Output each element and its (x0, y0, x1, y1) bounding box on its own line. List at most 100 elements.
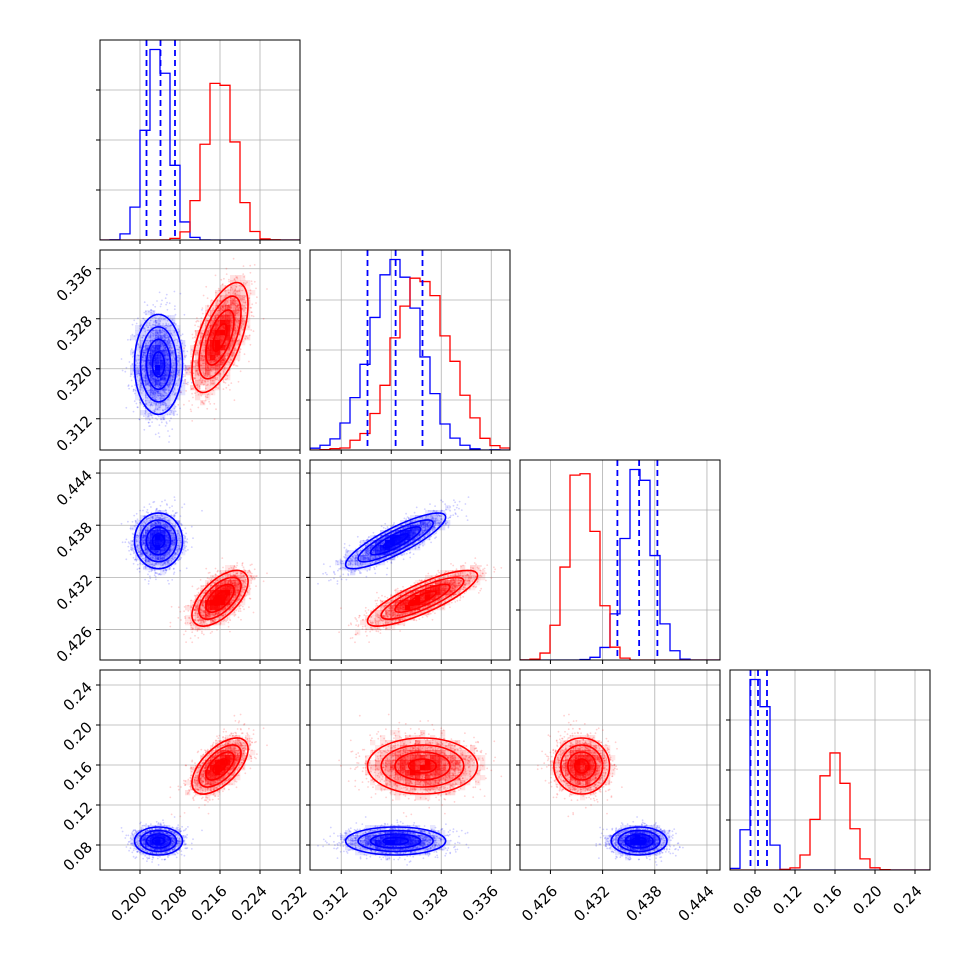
scatter-point (157, 573, 159, 575)
scatter-point (130, 554, 132, 556)
density-cell (245, 335, 250, 340)
scatter-point (169, 435, 171, 437)
scatter-point (159, 292, 161, 294)
scatter-point (250, 344, 252, 346)
scatter-point (133, 553, 135, 555)
scatter-point (184, 379, 186, 381)
scatter-point (122, 541, 124, 543)
scatter-point (148, 425, 150, 427)
y-tick-label: 0.312 (53, 412, 96, 455)
scatter-point (202, 313, 204, 315)
scatter-point (137, 317, 139, 319)
y-tick-label: 0.336 (53, 262, 96, 305)
scatter-point (129, 361, 131, 363)
scatter-point (144, 301, 146, 303)
density-cell (135, 360, 140, 365)
scatter-point (255, 302, 257, 304)
scatter-point (266, 288, 268, 290)
density-cell (155, 315, 160, 320)
scatter-point (155, 418, 157, 420)
scatter-point (230, 382, 232, 384)
scatter-point (155, 572, 157, 574)
density-cell (235, 315, 240, 320)
y-tick-label: 0.328 (53, 312, 96, 355)
scatter-point (121, 523, 123, 525)
scatter-point (251, 280, 253, 282)
scatter-point (142, 510, 144, 512)
scatter-point (127, 546, 129, 548)
scatter-point (170, 386, 172, 388)
scatter-point (203, 295, 205, 297)
density-cell (195, 395, 200, 400)
scatter-point (184, 355, 186, 357)
scatter-point (184, 314, 186, 316)
density-cell (210, 370, 215, 375)
scatter-point (137, 564, 139, 566)
density-cell (235, 305, 240, 310)
density-cell (155, 345, 160, 350)
density-cell (170, 330, 175, 335)
density-cell (150, 405, 155, 410)
scatter-point (148, 571, 150, 573)
density-cell (150, 320, 155, 325)
scatter-point (147, 304, 149, 306)
scatter-point (132, 521, 134, 523)
scatter-point (213, 403, 215, 405)
scatter-point (215, 408, 217, 410)
scatter-point (184, 375, 186, 377)
scatter-point (128, 388, 130, 390)
scatter-point (244, 353, 246, 355)
density-cell (140, 410, 145, 415)
density-cell (155, 565, 160, 570)
density-cell (160, 570, 165, 575)
scatter-point (174, 572, 176, 574)
density-cell (220, 305, 225, 310)
scatter-point (214, 418, 216, 420)
scatter-point (171, 579, 173, 581)
scatter-point (176, 414, 178, 416)
scatter-point (218, 288, 220, 290)
density-cell (175, 380, 180, 385)
scatter-point (133, 515, 135, 517)
scatter-point (151, 421, 153, 423)
density-cell (235, 285, 240, 290)
scatter-point (160, 306, 162, 308)
scatter-point (180, 391, 182, 393)
scatter-point (148, 422, 150, 424)
scatter-point (255, 288, 257, 290)
scatter-point (201, 317, 203, 319)
density-cell (145, 325, 150, 330)
scatter-point (194, 324, 196, 326)
scatter-point (156, 300, 158, 302)
density-cell (200, 400, 205, 405)
scatter-point (228, 281, 230, 283)
scatter-point (133, 557, 135, 559)
scatter-point (130, 375, 132, 377)
scatter-point (178, 375, 180, 377)
density-cell (155, 360, 160, 365)
scatter-point (148, 583, 150, 585)
scatter-point (155, 576, 157, 578)
scatter-point (143, 429, 145, 431)
scatter-point (191, 546, 193, 548)
scatter-point (188, 400, 190, 402)
scatter-point (250, 272, 252, 274)
scatter-point (165, 304, 167, 306)
density-cell (160, 330, 165, 335)
scatter-point (192, 334, 194, 336)
scatter-point (166, 504, 168, 506)
scatter-point (225, 387, 227, 389)
scatter-point (184, 527, 186, 529)
scatter-point (124, 541, 126, 543)
density-cell (165, 360, 170, 365)
scatter-point (205, 286, 207, 288)
density-cell (170, 350, 175, 355)
scatter-point (144, 579, 146, 581)
scatter-point (183, 374, 185, 376)
scatter-point (149, 503, 151, 505)
scatter-point (155, 579, 157, 581)
density-cell (170, 395, 175, 400)
density-cell (150, 390, 155, 395)
scatter-point (152, 501, 154, 503)
